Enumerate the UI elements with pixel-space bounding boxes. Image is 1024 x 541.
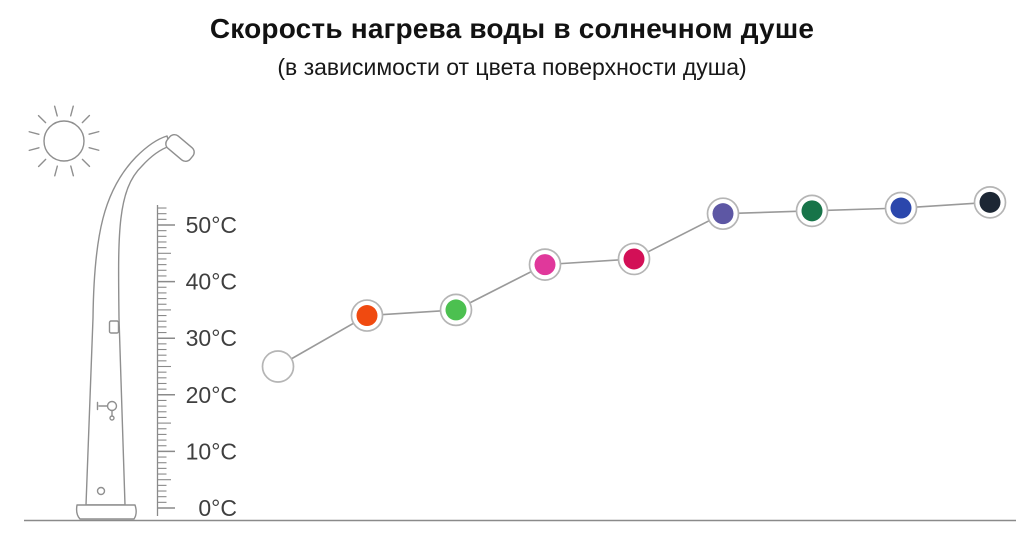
y-tick-label: 40°C (186, 269, 237, 295)
y-tick-label: 30°C (186, 325, 237, 351)
series-line (277, 201, 991, 368)
data-point-blue (884, 191, 918, 225)
shower-bracket (108, 320, 120, 334)
y-tick-label: 0°C (198, 495, 237, 521)
y-tick-label: 20°C (186, 382, 237, 408)
data-point-orange (350, 299, 384, 332)
data-point-magenta (528, 248, 562, 281)
shower-drain-dot (96, 486, 106, 496)
y-tick-label: 50°C (186, 212, 237, 238)
chart-subtitle: (в зависимости от цвета поверхности душа… (277, 54, 747, 80)
data-point-violet (706, 197, 740, 231)
shower-head-icon (165, 133, 195, 163)
data-point-green (439, 293, 473, 327)
data-point-dark-green (795, 194, 829, 228)
data-point-white (261, 350, 295, 383)
solar-shower-illustration (75, 133, 195, 520)
series-points (261, 186, 1007, 383)
shower-tap-icon (96, 400, 118, 421)
shower-base (75, 504, 137, 520)
data-point-crimson (617, 242, 651, 276)
sun-icon (28, 105, 100, 177)
y-axis-tick-labels: 0°C 10°C 20°C 30°C 40°C 50°C (186, 212, 237, 521)
y-tick-label: 10°C (186, 438, 237, 464)
thermometer-ruler (156, 205, 175, 516)
data-point-dark-navy (973, 186, 1007, 219)
chart-title: Скорость нагрева воды в солнечном душе (209, 13, 815, 44)
